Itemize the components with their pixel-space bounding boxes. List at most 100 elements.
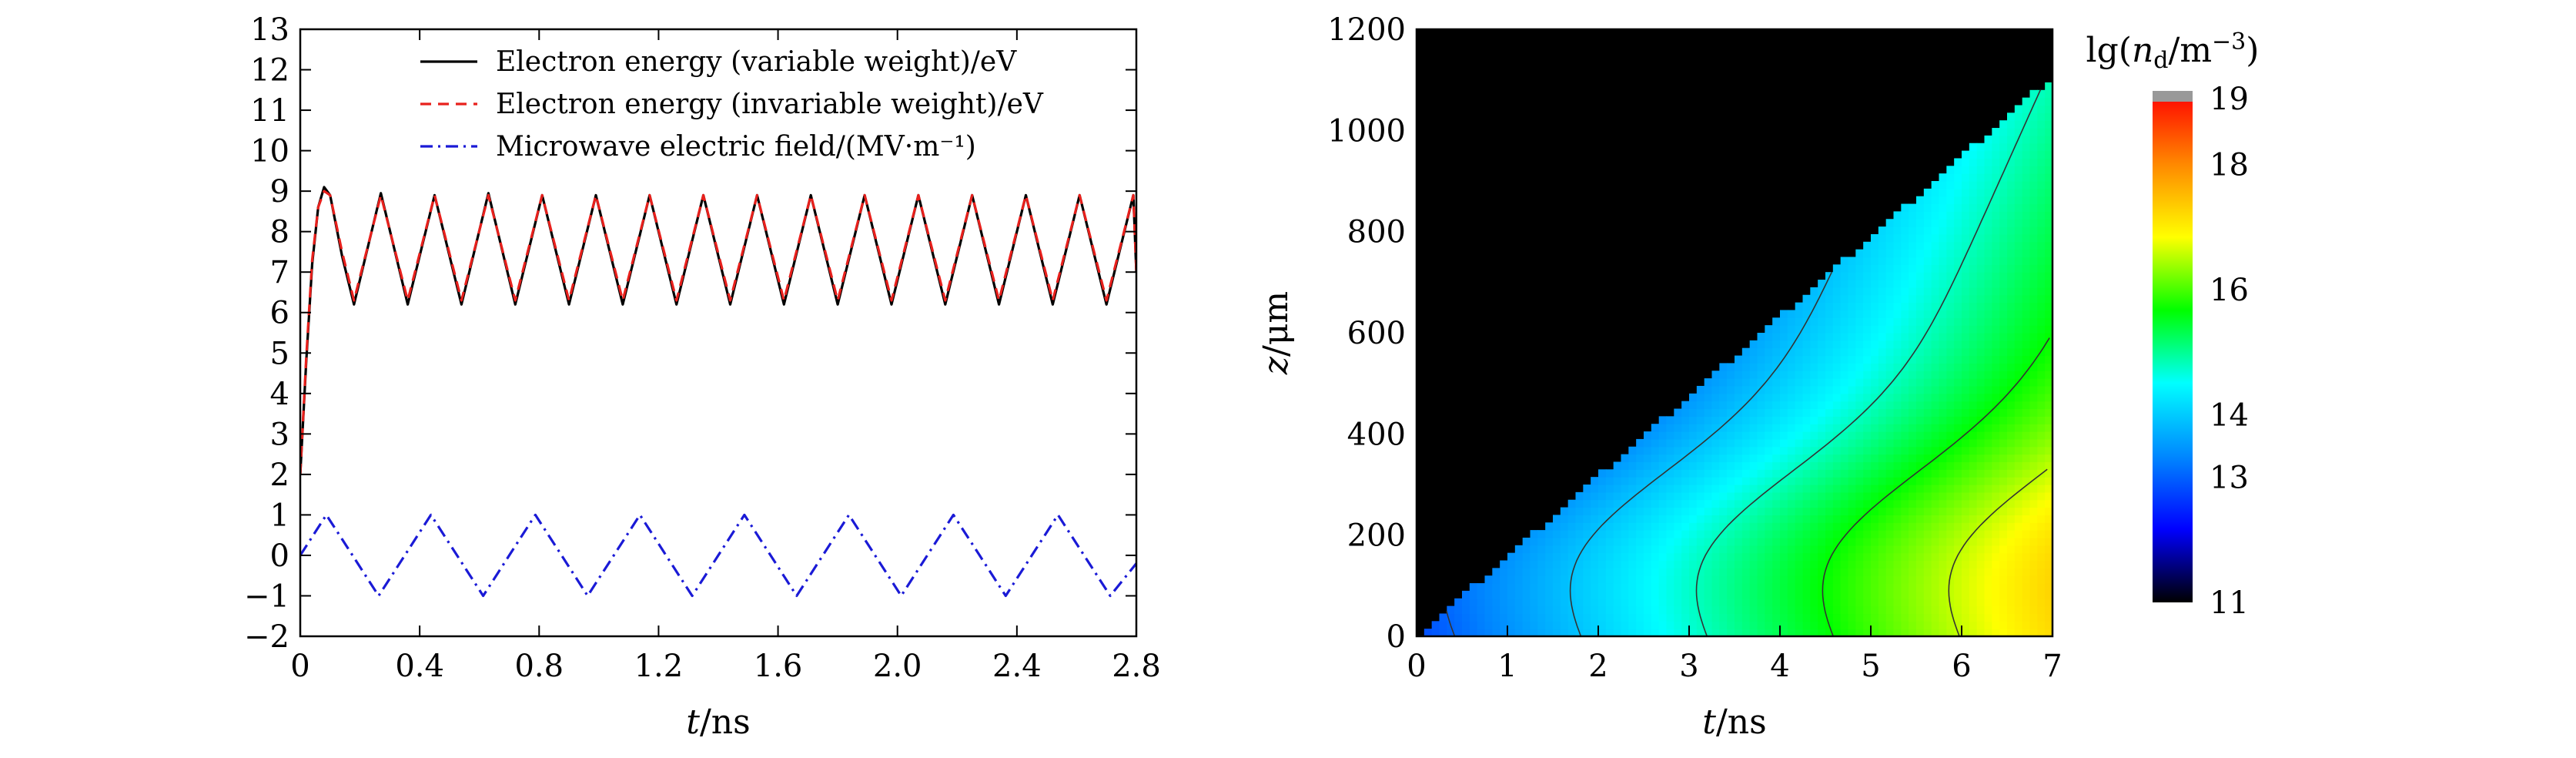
heatmap-cell bbox=[1969, 241, 1978, 250]
heatmap-cell bbox=[1696, 552, 1705, 562]
heatmap-cell bbox=[2029, 401, 2038, 410]
heatmap-cell bbox=[1802, 629, 1811, 636]
heatmap-cell bbox=[2022, 128, 2031, 136]
heatmap-cell bbox=[1931, 294, 1940, 304]
x-tick-label: 0.8 bbox=[514, 649, 564, 684]
heatmap-cell bbox=[1832, 485, 1842, 493]
heatmap-cell bbox=[1878, 515, 1887, 523]
heatmap-cell bbox=[1553, 515, 1561, 523]
heatmap-cell bbox=[1954, 294, 1962, 304]
heatmap-cell bbox=[1704, 385, 1713, 394]
heatmap-cell bbox=[1863, 401, 1872, 410]
heatmap-cell bbox=[1962, 333, 1970, 341]
heatmap-cell bbox=[1992, 438, 2000, 448]
heatmap-cell bbox=[1871, 363, 1879, 371]
heatmap-cell bbox=[1741, 590, 1751, 599]
y-tick-label: 5 bbox=[270, 336, 289, 371]
heatmap-cell bbox=[2022, 363, 2031, 371]
heatmap-cell bbox=[1946, 385, 1955, 394]
heatmap-cell bbox=[1787, 355, 1796, 364]
heatmap-cell bbox=[1916, 522, 1925, 531]
heatmap-cell bbox=[1818, 552, 1826, 562]
heatmap-cell bbox=[1628, 454, 1637, 463]
heatmap-cell bbox=[1658, 522, 1668, 531]
heatmap-cell bbox=[1696, 446, 1705, 455]
heatmap-cell bbox=[1871, 333, 1879, 341]
heatmap-cell bbox=[1462, 590, 1470, 599]
heatmap-cell bbox=[1598, 537, 1607, 546]
heatmap-cell bbox=[1962, 340, 1970, 349]
heatmap-cell bbox=[1999, 203, 2008, 212]
heatmap-cell bbox=[1818, 507, 1826, 515]
heatmap-cell bbox=[2029, 605, 2038, 615]
heatmap-cell bbox=[1492, 629, 1500, 636]
heatmap-cell bbox=[1984, 166, 1992, 174]
heatmap-cell bbox=[1923, 568, 1932, 576]
heatmap-cell bbox=[1916, 621, 1925, 629]
heatmap-cell bbox=[1832, 378, 1842, 387]
heatmap-cell bbox=[1893, 219, 1902, 227]
heatmap-cell bbox=[1855, 515, 1864, 523]
heatmap-cell bbox=[2022, 583, 2031, 592]
heatmap-cell bbox=[1923, 522, 1932, 531]
heatmap-cell bbox=[1591, 545, 1599, 554]
heatmap-cell bbox=[1741, 385, 1751, 394]
heatmap-cell bbox=[1832, 401, 1842, 410]
heatmap-cell bbox=[1795, 583, 1804, 592]
y-tick-label: 1200 bbox=[1327, 12, 1406, 48]
heatmap-cell bbox=[1984, 431, 1992, 440]
heatmap-cell bbox=[1636, 530, 1644, 538]
heatmap-cell bbox=[1893, 233, 1902, 243]
heatmap-cell bbox=[1772, 325, 1781, 334]
heatmap-cell bbox=[1749, 522, 1758, 531]
heatmap-cell bbox=[1901, 241, 1909, 250]
heatmap-cell bbox=[2029, 560, 2038, 568]
heatmap-cell bbox=[1719, 424, 1728, 432]
heatmap-cell bbox=[1674, 537, 1682, 546]
heatmap-cell bbox=[1871, 499, 1879, 508]
heatmap-cell bbox=[2029, 515, 2038, 523]
heatmap-cell bbox=[1825, 385, 1834, 394]
heatmap-cell bbox=[1621, 598, 1629, 607]
heatmap-cell bbox=[2014, 158, 2023, 166]
y-tick-label: −2 bbox=[244, 619, 289, 655]
heatmap-cell bbox=[1780, 499, 1788, 508]
heatmap-cell bbox=[1628, 560, 1637, 568]
heatmap-cell bbox=[2037, 598, 2046, 607]
heatmap-cell bbox=[1757, 431, 1765, 440]
heatmap-cell bbox=[1696, 491, 1705, 501]
heatmap-cell bbox=[2007, 485, 2016, 493]
heatmap-cell bbox=[1984, 196, 1992, 205]
heatmap-cell bbox=[1825, 317, 1834, 326]
heatmap-cell bbox=[1893, 499, 1902, 508]
heatmap-cell bbox=[1901, 325, 1909, 334]
heatmap-cell bbox=[1871, 454, 1879, 463]
heatmap-cell bbox=[1818, 310, 1826, 318]
heatmap-cell bbox=[1992, 219, 2000, 227]
heatmap-cell bbox=[1962, 629, 1970, 636]
heatmap-cell bbox=[1605, 621, 1614, 629]
heatmap-cell bbox=[1818, 613, 1826, 622]
heatmap-cell bbox=[1916, 257, 1925, 265]
heatmap-cell bbox=[1976, 280, 1986, 288]
heatmap-cell bbox=[1772, 378, 1781, 387]
heatmap-cell bbox=[1772, 461, 1781, 470]
heatmap-cell bbox=[1954, 590, 1962, 599]
heatmap-cell bbox=[1969, 431, 1978, 440]
heatmap-cell bbox=[1818, 469, 1826, 478]
heatmap-cell bbox=[1636, 583, 1644, 592]
heatmap-cell bbox=[1704, 446, 1713, 455]
heatmap-cell bbox=[1962, 454, 1970, 463]
heatmap-cell bbox=[1689, 598, 1698, 607]
heatmap-cell bbox=[2007, 545, 2016, 554]
heatmap-cell bbox=[2007, 257, 2016, 265]
heatmap-cell bbox=[1931, 393, 1940, 402]
heatmap-cell bbox=[2029, 378, 2038, 387]
heatmap-cell bbox=[1613, 560, 1622, 568]
heatmap-cell bbox=[1946, 280, 1955, 288]
heatmap-cell bbox=[1802, 583, 1811, 592]
heatmap-cell bbox=[1893, 545, 1902, 554]
heatmap-cell bbox=[1621, 545, 1629, 554]
